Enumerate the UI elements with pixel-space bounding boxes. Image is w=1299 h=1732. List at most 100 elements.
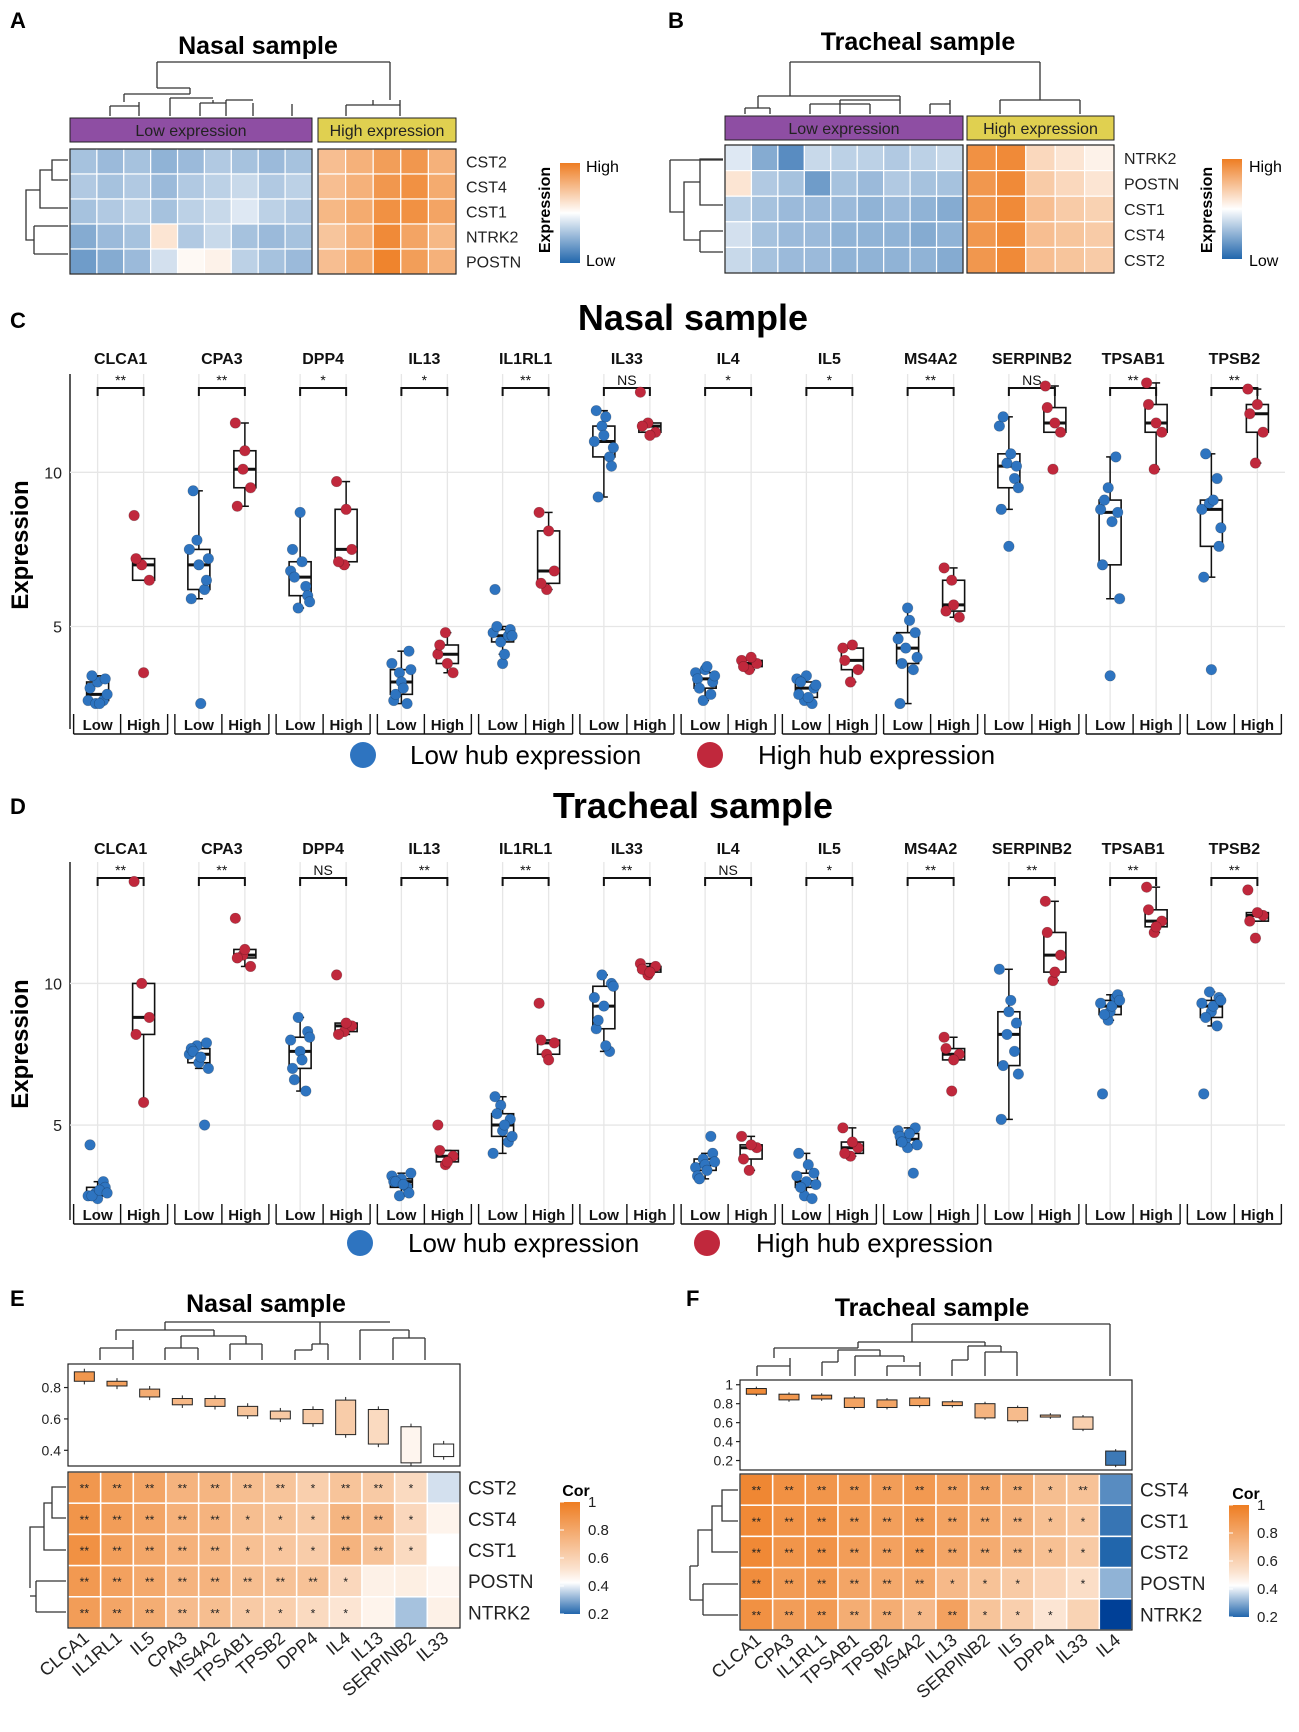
- panel-a-cell: [400, 173, 429, 200]
- panel-f-cell: [1098, 1473, 1133, 1506]
- panel-a-cell: [176, 148, 206, 175]
- panel-c-point: [1098, 494, 1111, 506]
- panel-e-cell: [165, 1596, 200, 1629]
- panel-d-point: [745, 1139, 757, 1151]
- panel-f-cell-star: *: [983, 1577, 988, 1591]
- panel-b-cell: [883, 221, 911, 249]
- panel-d-point: [940, 1042, 952, 1055]
- panel-d-point: [487, 1147, 499, 1159]
- panel-d-point: [839, 1147, 851, 1159]
- panel-c-point: [1196, 503, 1208, 515]
- panel-c-point: [693, 682, 706, 694]
- panel-d-point: [332, 1028, 345, 1041]
- panel-f-letter: F: [686, 1286, 699, 1311]
- panel-f-cell-star: **: [850, 1577, 860, 1591]
- panel-e-cell: [393, 1596, 429, 1629]
- panel-b-legend-low: Low: [1249, 253, 1279, 270]
- panel-d-group-label: Low: [386, 1207, 416, 1224]
- panel-c-point: [1047, 463, 1059, 475]
- panel-c-point: [489, 583, 501, 596]
- panel-f-cell-star: **: [915, 1484, 925, 1498]
- panel-c-sig-label: **: [925, 372, 936, 388]
- panel-a-cell: [345, 148, 374, 175]
- panel-c-point: [393, 667, 406, 679]
- panel-b-cell: [724, 170, 753, 197]
- panel-c-point: [340, 503, 352, 515]
- panel-a-cell: [372, 173, 402, 200]
- panel-b-cell: [724, 195, 753, 223]
- panel-c-point: [1039, 380, 1051, 392]
- panel-a-cell: [69, 173, 98, 200]
- panel-d-group-bracket: [984, 1204, 1080, 1225]
- panel-c-category-label: SERPINB2: [992, 351, 1072, 368]
- panel-c-point: [1104, 670, 1116, 682]
- panel-c-point: [288, 571, 301, 583]
- panel-c-point: [802, 691, 814, 704]
- panel-f-cell-star: **: [850, 1515, 860, 1529]
- panel-c-legend-low: Low hub expression: [410, 740, 641, 770]
- panel-f-cell-star: **: [817, 1608, 827, 1622]
- panel-d-point: [397, 1178, 409, 1191]
- panel-a-cell: [69, 198, 98, 225]
- panel-d-group-bracket: [1085, 1204, 1181, 1225]
- panel-d-category-label: IL1RL1: [499, 841, 552, 858]
- panel-c-point: [1114, 593, 1126, 605]
- panel-c-point: [903, 614, 916, 626]
- panel-f-row-label: POSTN: [1140, 1574, 1205, 1595]
- panel-f-cell-star: **: [784, 1515, 794, 1529]
- panel-e-cell-star: **: [80, 1544, 90, 1558]
- panel-d-point: [946, 1085, 958, 1097]
- panel-c-point: [1205, 664, 1217, 676]
- panel-c-point: [892, 633, 904, 645]
- panel-e-row-label: NTRK2: [468, 1603, 530, 1624]
- panel-a-cell: [176, 223, 206, 250]
- panel-d-category-label: IL13: [408, 841, 440, 858]
- panel-b-cell: [856, 170, 885, 197]
- panel-c-point: [244, 482, 257, 494]
- panel-b-cell: [883, 246, 911, 274]
- panel-c-point: [237, 463, 249, 475]
- panel-a-cell: [372, 248, 402, 275]
- panel-a-cell: [317, 198, 347, 225]
- panel-c-point: [1041, 401, 1053, 414]
- panel-d-point: [1008, 1045, 1021, 1058]
- panel-e-cell-star: **: [210, 1575, 220, 1589]
- panel-c-point: [432, 648, 444, 660]
- panel-d-point: [434, 1144, 446, 1157]
- panel-c-point: [300, 580, 312, 593]
- panel-c-sig-label: **: [1229, 372, 1240, 388]
- panel-d-group-label: Low: [83, 1207, 113, 1224]
- panel-e-cell-star: **: [276, 1482, 286, 1496]
- panel-d-point: [1207, 1000, 1219, 1012]
- panel-e-cell: [295, 1502, 331, 1536]
- panel-c-point: [187, 485, 199, 497]
- panel-c-point: [397, 682, 409, 694]
- panel-d-point: [1114, 994, 1126, 1007]
- panel-d-category-label: TPSB2: [1209, 841, 1261, 858]
- panel-a-row-label: NTRK2: [466, 230, 519, 247]
- panel-c-point: [600, 411, 612, 423]
- panel-f-legend-title: Cor: [1232, 1486, 1260, 1503]
- panel-d-point: [296, 1054, 308, 1066]
- panel-e-top-box: [171, 1398, 193, 1406]
- panel-d-sig-bracket: [197, 877, 246, 886]
- panel-c-point: [995, 503, 1007, 515]
- panel-e-cell: [361, 1596, 396, 1629]
- panel-f-cell-star: **: [1078, 1484, 1088, 1498]
- panel-c-point: [644, 429, 656, 441]
- panel-c-sig-label: **: [115, 372, 126, 388]
- panel-d-point: [1039, 895, 1051, 907]
- panel-a-row-label: CST1: [466, 205, 507, 222]
- panel-c-point: [1054, 426, 1067, 438]
- panel-c-point: [1141, 377, 1153, 389]
- panel-f-legend-tick: 0.8: [1257, 1525, 1278, 1542]
- panel-e-cell-star: **: [145, 1482, 155, 1496]
- panel-f-cell: [1000, 1598, 1035, 1631]
- panel-a-cell: [400, 148, 429, 175]
- panel-d-group-bracket: [781, 1204, 878, 1225]
- panel-f-legend-tick: 0.4: [1257, 1581, 1278, 1598]
- panel-d-sig-bracket: [805, 877, 854, 886]
- panel-d-group-label: High: [127, 1207, 160, 1224]
- panel-d-group-bracket: [882, 1204, 979, 1225]
- panel-c-point: [84, 682, 96, 694]
